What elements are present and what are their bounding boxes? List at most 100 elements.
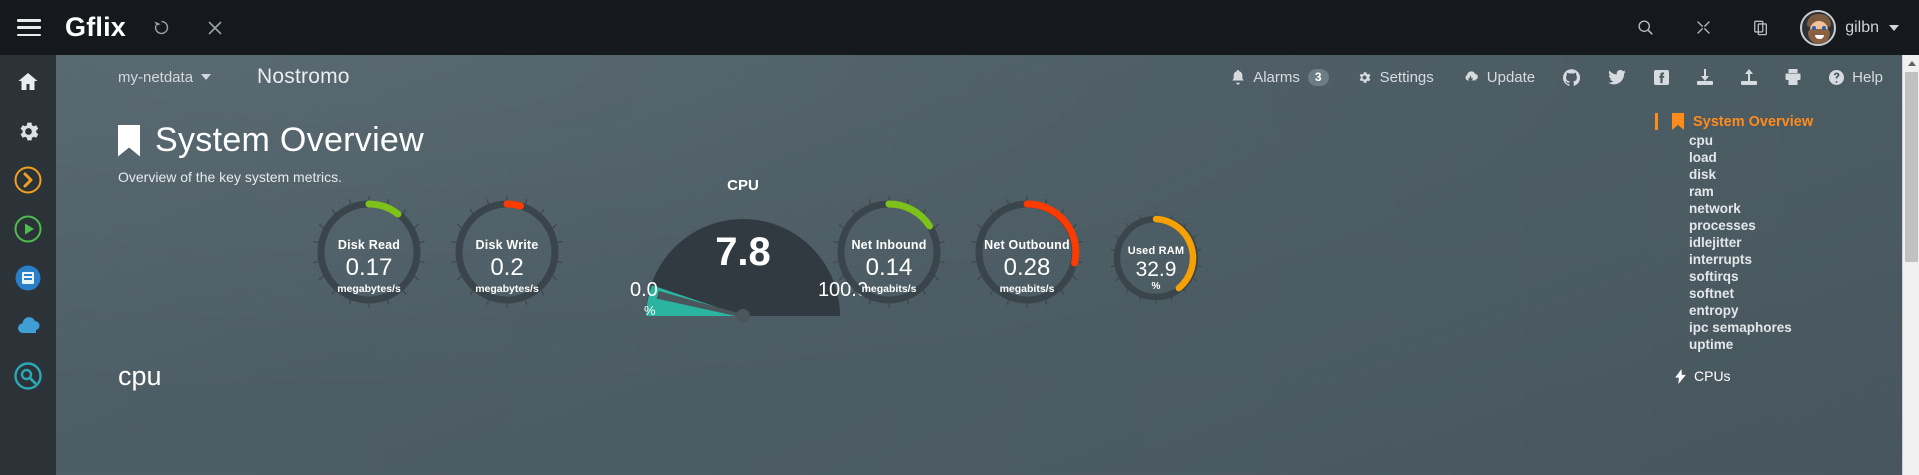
scrollbar-thumb[interactable]: [1905, 72, 1918, 262]
scroll-up-arrow-icon[interactable]: [1903, 55, 1919, 72]
gauge-used-ram[interactable]: Used RAM 32.9 %: [1108, 210, 1204, 306]
nav-twitter[interactable]: [1594, 66, 1640, 89]
netdata-dashboard: my-netdata Nostromo Alarms 3 Settings Up…: [56, 55, 1919, 475]
gauge-label: Used RAM: [1127, 244, 1185, 257]
nav-settings[interactable]: Settings: [1343, 65, 1448, 90]
toc-item-softirqs[interactable]: softirqs: [1689, 269, 1739, 284]
gauge-units: megabits/s: [861, 282, 917, 295]
play-circle-icon[interactable]: [10, 211, 46, 247]
toc-active-label: System Overview: [1693, 113, 1814, 130]
toc-item-idlejitter[interactable]: idlejitter: [1689, 235, 1742, 250]
toc-item-softnet[interactable]: softnet: [1689, 286, 1734, 301]
gauge-disk-read[interactable]: Disk Read 0.17 megabytes/s: [310, 193, 428, 311]
toc-item-ipc-semaphores[interactable]: ipc semaphores: [1689, 320, 1792, 335]
gauge-units: %: [1151, 281, 1161, 293]
user-menu[interactable]: gilbn: [1800, 9, 1899, 46]
toc-item-load[interactable]: load: [1689, 150, 1717, 165]
toc-section-label: CPUs: [1694, 368, 1731, 384]
toc-item-uptime[interactable]: uptime: [1689, 337, 1734, 352]
gauge-label: Net Inbound: [851, 237, 927, 252]
cloud-icon[interactable]: [10, 309, 46, 345]
netdata-topnav: my-netdata Nostromo Alarms 3 Settings Up…: [56, 55, 1919, 99]
toc-list: cpu load disk ram network processes idle…: [1655, 133, 1905, 354]
gauge-label: Disk Write: [475, 237, 539, 252]
cloud-download-icon: [1465, 71, 1478, 81]
gauge-value: 0.28: [1003, 254, 1051, 282]
page-title: System Overview: [155, 121, 424, 159]
chevron-down-icon: [201, 74, 212, 80]
toc-item-system-overview[interactable]: System Overview: [1655, 113, 1905, 130]
nav-alarms[interactable]: Alarms 3: [1217, 65, 1342, 90]
gauge-units: megabytes/s: [337, 282, 401, 295]
gauge-net-outbound[interactable]: Net Outbound 0.28 megabits/s: [968, 193, 1086, 311]
gauge-units: %: [644, 303, 656, 318]
gauge-min: 0.0: [630, 279, 658, 301]
book-circle-icon[interactable]: [10, 260, 46, 296]
avatar: [1800, 9, 1837, 46]
toc-item-interrupts[interactable]: interrupts: [1689, 252, 1753, 267]
bookmark-icon: [118, 124, 140, 157]
export-icon: [1741, 69, 1758, 85]
nav-facebook[interactable]: [1640, 66, 1683, 89]
twitter-icon: [1608, 69, 1626, 84]
question-circle-icon: [1829, 69, 1845, 85]
chevron-circle-icon[interactable]: [10, 162, 46, 198]
cpu-dial: 7.8: [638, 196, 848, 326]
gauge-value: 7.8: [715, 230, 771, 274]
bell-icon: [1232, 69, 1244, 84]
page-subtitle: Overview of the key system metrics.: [118, 169, 343, 185]
gear-icon[interactable]: [10, 113, 46, 149]
toc-section-cpus[interactable]: CPUs: [1655, 368, 1905, 384]
toc-item-cpu[interactable]: cpu: [1689, 133, 1714, 148]
nav-export[interactable]: [1727, 65, 1771, 89]
toc-item-processes[interactable]: processes: [1689, 218, 1756, 233]
nav-update[interactable]: Update: [1448, 65, 1549, 90]
brand-logo[interactable]: Gflix: [65, 12, 126, 43]
alarms-badge: 3: [1307, 68, 1329, 86]
toc-item-network[interactable]: network: [1689, 201, 1741, 216]
toc-item-ram[interactable]: ram: [1689, 184, 1714, 199]
gauge-disk-write[interactable]: Disk Write 0.2 megabytes/s: [448, 193, 566, 311]
search-icon[interactable]: [1628, 11, 1662, 45]
left-icon-rail: [0, 55, 56, 475]
gauge-label: Net Outbound: [984, 237, 1070, 252]
gauge-net-inbound[interactable]: Net Inbound 0.14 megabits/s: [830, 193, 948, 311]
gauge-label: CPU: [727, 177, 759, 194]
print-icon: [1785, 69, 1801, 85]
gauge-cpu[interactable]: CPU 7.8 0.0 %: [630, 177, 868, 326]
duplicate-icon[interactable]: [1744, 11, 1778, 45]
gear-icon: [1359, 71, 1370, 83]
netdata-nav-actions: Alarms 3 Settings Update: [1217, 65, 1919, 90]
node-title: Nostromo: [257, 65, 350, 88]
gauge-units: megabytes/s: [475, 282, 539, 295]
nav-help[interactable]: Help: [1815, 65, 1897, 90]
chevron-down-icon: [1889, 24, 1899, 31]
hamburger-icon[interactable]: [17, 19, 41, 36]
nav-settings-label: Settings: [1379, 68, 1434, 86]
gauge-row: Disk Read 0.17 megabytes/s: [118, 177, 1919, 343]
table-of-contents: System Overview cpu load disk ram networ…: [1655, 113, 1905, 384]
home-icon[interactable]: [10, 64, 46, 100]
search-circle-icon[interactable]: [10, 358, 46, 394]
nav-import[interactable]: [1683, 65, 1727, 89]
host-selector[interactable]: my-netdata: [118, 69, 212, 86]
facebook-icon: [1654, 69, 1670, 85]
section-heading-cpu: cpu: [118, 361, 162, 391]
dashboard-body: System Overview Overview of the key syst…: [56, 121, 1919, 392]
bolt-icon: [1675, 368, 1686, 384]
gauge-value: 0.14: [865, 254, 913, 282]
nav-github[interactable]: [1549, 65, 1594, 90]
nav-print[interactable]: [1771, 65, 1815, 89]
vertical-scrollbar[interactable]: [1902, 55, 1919, 475]
toc-item-entropy[interactable]: entropy: [1689, 303, 1739, 318]
toc-item-disk[interactable]: disk: [1689, 167, 1717, 182]
gauge-label: Disk Read: [337, 237, 401, 252]
reload-icon[interactable]: [144, 11, 178, 45]
gauge-value: 32.9: [1135, 258, 1177, 281]
nav-update-label: Update: [1486, 68, 1536, 86]
expand-icon[interactable]: [1686, 11, 1720, 45]
github-icon: [1563, 68, 1581, 86]
nav-help-label: Help: [1852, 68, 1883, 86]
app-titlebar: Gflix gilbn: [0, 0, 1919, 55]
close-icon[interactable]: [198, 11, 232, 45]
